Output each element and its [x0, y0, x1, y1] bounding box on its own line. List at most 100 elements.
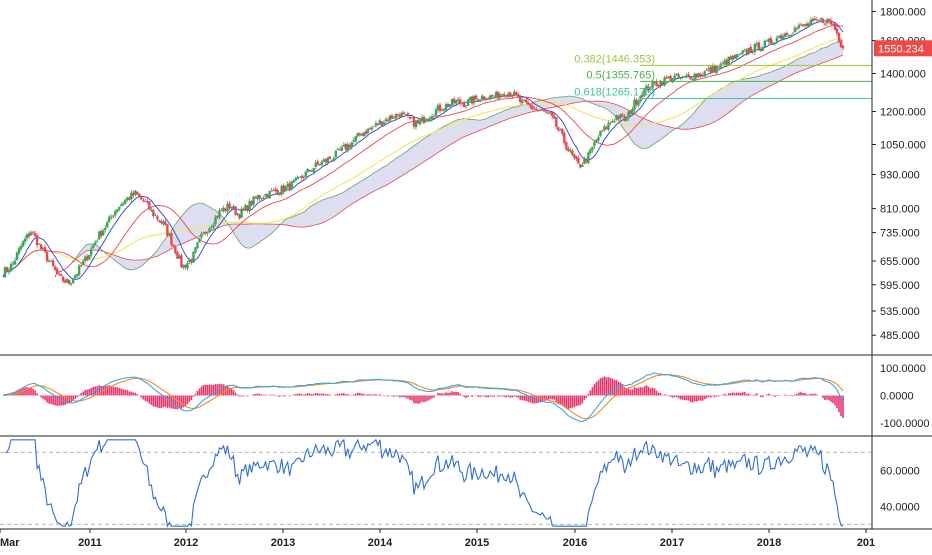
macd-histogram-bar: [169, 396, 171, 408]
candle-body: [511, 96, 513, 97]
macd-histogram-bar: [672, 396, 674, 398]
candle-body: [571, 151, 573, 155]
macd-histogram-bar: [636, 388, 638, 396]
macd-histogram-bar: [44, 396, 46, 401]
macd-histogram-bar: [746, 394, 748, 396]
macd-histogram-bar: [317, 393, 319, 395]
macd-histogram-bar: [686, 396, 688, 401]
macd-histogram-bar: [199, 389, 201, 396]
candle-body: [32, 232, 34, 233]
macd-histogram-bar: [159, 396, 161, 408]
candle-body: [786, 33, 788, 35]
macd-histogram-bar: [367, 394, 369, 395]
candle-body: [796, 28, 798, 29]
candle-body: [742, 50, 744, 53]
macd-histogram-bar: [626, 389, 628, 396]
fib-level-label: 0.382(1446.353): [574, 53, 655, 65]
macd-histogram-bar: [513, 396, 515, 397]
macd-histogram-bar: [373, 395, 375, 396]
macd-histogram-bar: [279, 396, 281, 397]
candle-body: [463, 103, 465, 107]
macd-histogram-bar: [459, 394, 461, 396]
macd-histogram-bar: [116, 388, 118, 396]
macd-histogram-bar: [552, 396, 554, 400]
macd-histogram-bar: [371, 394, 373, 395]
macd-line: [3, 373, 843, 422]
macd-histogram-bar: [271, 395, 273, 396]
candle-body: [206, 233, 208, 234]
candle-body: [581, 165, 583, 167]
macd-histogram-bar: [718, 396, 720, 397]
macd-histogram-bar: [118, 388, 120, 395]
price-tick-label: 930.000: [880, 169, 920, 181]
macd-histogram-bar: [467, 396, 469, 397]
candle-body: [240, 209, 242, 218]
macd-histogram-bar: [596, 382, 598, 396]
macd-histogram-bar: [235, 393, 237, 396]
time-tick-label: 2018: [757, 537, 781, 549]
candle-body: [547, 113, 549, 114]
candle-body: [10, 264, 12, 271]
macd-histogram-bar: [481, 396, 483, 397]
macd-histogram-bar: [652, 388, 654, 396]
macd-histogram-bar: [716, 396, 718, 397]
candle-body: [90, 249, 92, 256]
candle-body: [758, 42, 760, 50]
macd-histogram-bar: [734, 393, 736, 395]
candle-body: [431, 116, 433, 118]
macd-histogram-bar: [680, 396, 682, 400]
candle-body: [18, 248, 20, 253]
macd-histogram-bar: [361, 394, 363, 396]
candle-body: [313, 168, 315, 172]
macd-histogram-bar: [151, 396, 153, 405]
candle-body: [467, 100, 469, 106]
macd-histogram-bar: [550, 396, 552, 400]
macd-histogram-bar: [836, 396, 838, 409]
macd-histogram-bar: [411, 396, 413, 401]
macd-histogram-bar: [423, 396, 425, 403]
macd-histogram-bar: [620, 382, 622, 395]
candle-body: [170, 233, 172, 245]
macd-histogram-bar: [692, 396, 694, 403]
candle-body: [284, 187, 286, 192]
macd-histogram-bar: [163, 396, 165, 408]
macd-histogram-bar: [277, 396, 279, 397]
macd-histogram-bar: [666, 395, 668, 396]
candle-body: [112, 215, 114, 216]
macd-histogram-bar: [343, 393, 345, 396]
candle-body: [118, 207, 120, 210]
macd-histogram-bar: [345, 394, 347, 395]
macd-histogram-bar: [505, 396, 507, 398]
macd-histogram-bar: [315, 393, 317, 395]
macd-histogram-bar: [129, 391, 131, 395]
macd-histogram-bar: [397, 396, 399, 397]
candle-body: [331, 160, 333, 161]
macd-histogram-bar: [255, 394, 257, 396]
candle-body: [621, 114, 623, 115]
macd-histogram-bar: [189, 396, 191, 402]
macd-histogram-bar: [457, 392, 459, 395]
candle-body: [82, 261, 84, 265]
macd-histogram-bar: [143, 396, 145, 400]
candle-body: [154, 215, 156, 216]
candle-body: [485, 99, 487, 100]
macd-histogram-bar: [78, 395, 80, 396]
macd-histogram-bar: [714, 396, 716, 398]
candle-body: [72, 279, 74, 283]
candle-body: [842, 46, 844, 48]
macd-histogram-bar: [273, 395, 275, 396]
candle-body: [92, 245, 94, 248]
macd-histogram-bar: [383, 396, 385, 397]
macd-histogram-bar: [826, 396, 828, 400]
macd-histogram-bar: [842, 396, 844, 419]
macd-histogram-bar: [405, 396, 407, 398]
macd-histogram-bar: [632, 390, 634, 396]
macd-histogram-bar: [309, 394, 311, 396]
macd-histogram-bar: [568, 396, 570, 410]
macd-histogram-bar: [690, 396, 692, 402]
macd-histogram-bar: [531, 396, 533, 404]
time-tick-label: 2014: [368, 537, 393, 549]
macd-histogram-bar: [547, 396, 549, 400]
